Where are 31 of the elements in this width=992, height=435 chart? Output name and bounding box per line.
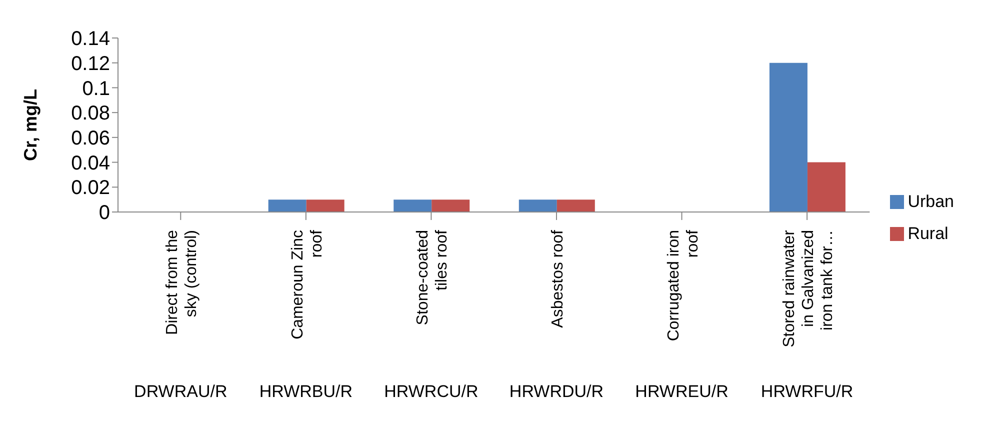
text: HRWRFU/R [760,382,854,402]
y-axis-title: Cr, mg/L [20,88,40,162]
text: HRWRBU/R [259,382,353,402]
y-tick-label: 0.08 [71,102,110,125]
bar [807,162,846,212]
y-tick-label: 0.1 [82,78,110,100]
bar [394,200,432,212]
bar [556,200,595,212]
text: HRWREU/R [635,382,728,402]
bar [432,200,470,212]
y-tick-label: 0.02 [71,177,110,200]
y-tick-label: 0.06 [71,128,110,150]
x-tick-label: Stored rainwater in Galvanized iron tank for… [781,229,836,348]
bar [769,62,808,212]
x-tick-label: Corrugated iron roof [665,229,702,342]
bar [306,200,344,212]
x-tick-label: Stone-coated tiles roof [414,229,451,326]
bar [518,200,557,212]
bar [268,200,306,212]
y-tick-label: 0.04 [71,152,110,174]
x-tick-label: Cameroun Zinc roof [289,229,326,340]
text: HRWRCU/R [384,382,478,402]
text: DRWRAU/R [134,382,228,402]
y-tick-label: 0.14 [71,28,110,50]
x-tick-label: Direct from the sky (control) [164,230,200,335]
y-tick-label: 0.12 [71,52,110,75]
legend-label: Rural [908,224,948,242]
legend-label: Urban [908,192,954,210]
y-tick-label: 0 [98,202,110,224]
text: HRWRDU/R [509,382,604,402]
x-tick-label: Asbestos roof [549,229,566,328]
